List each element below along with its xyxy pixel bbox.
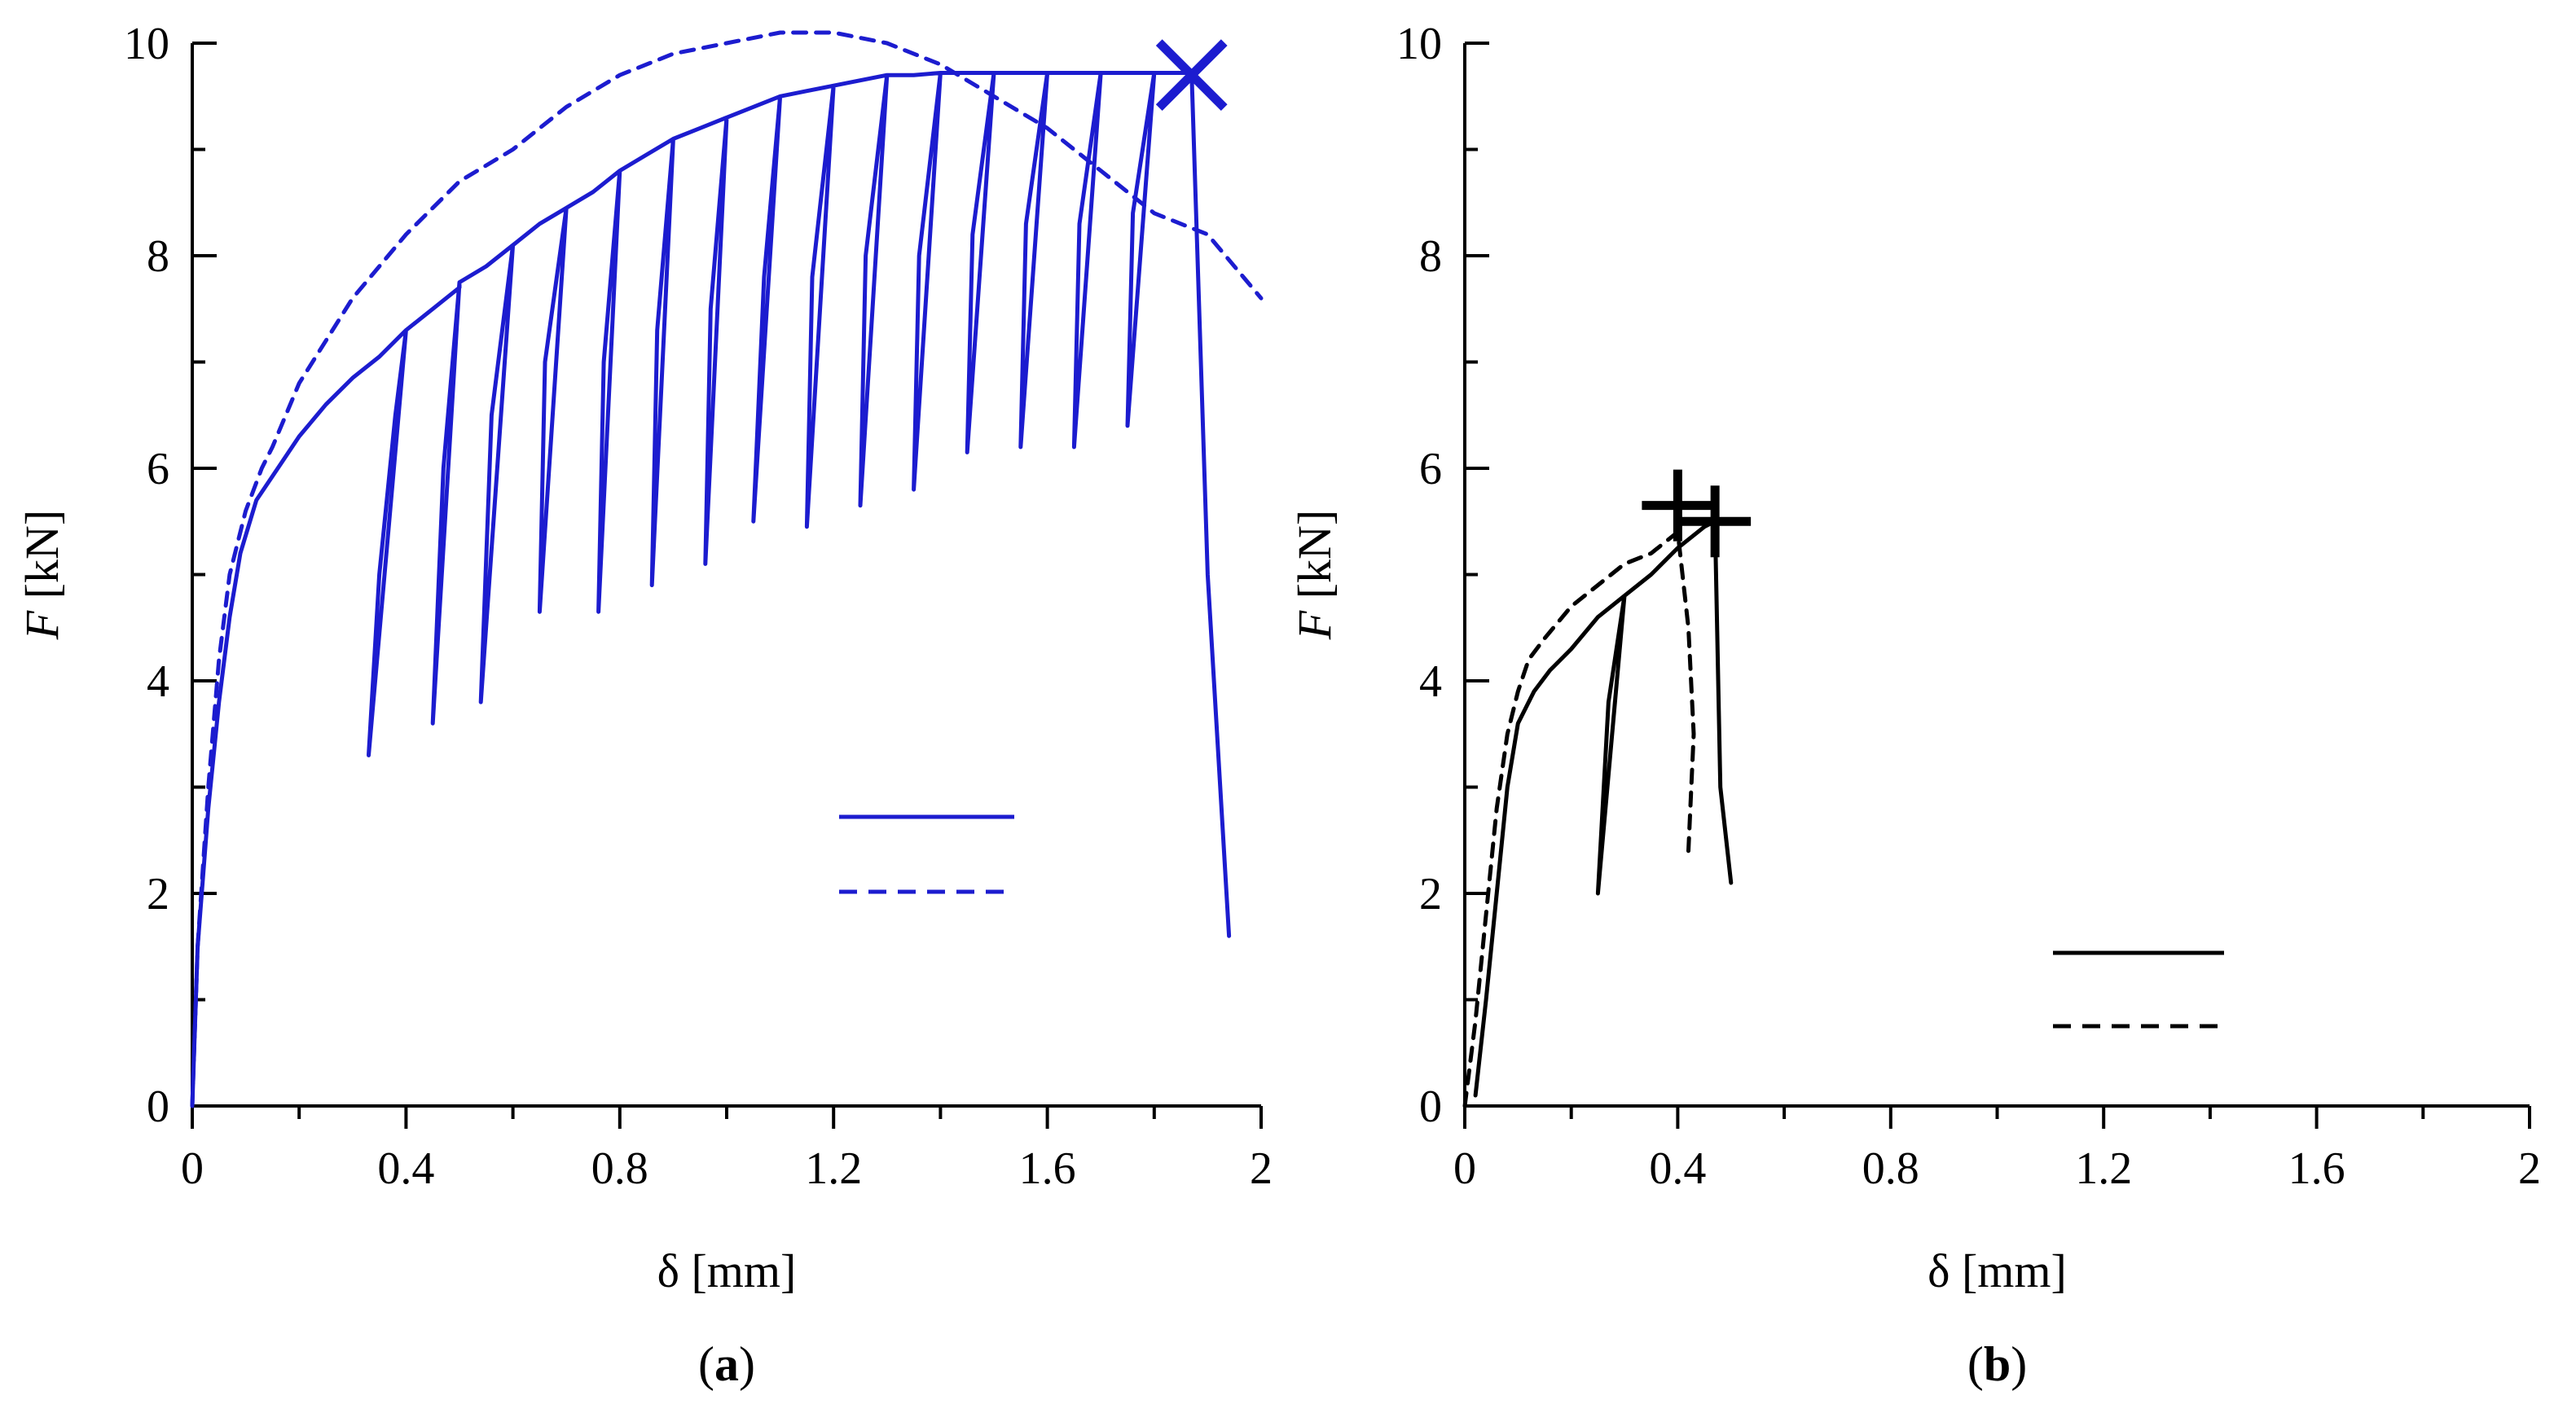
panel-a-series-solid [190, 71, 1232, 1108]
panel-a-y-tick-label: 8 [147, 231, 169, 282]
panel-a-failure-marker [1155, 39, 1228, 112]
panel-a-series-dashed [190, 30, 1264, 1108]
panel-b-y-axis-label-symbol: F [1288, 610, 1341, 640]
panel-b-chart: 0 0.4 0.8 1.2 1.6 2 0 2 4 6 8 10 δ [mm] F [kN] (b) [1288, 19, 2541, 1391]
panel-b-y-tick-label: 6 [1419, 444, 1442, 494]
panel-a-y-tick-label: 6 [147, 444, 169, 494]
panel-b-x-tick-label: 0 [1453, 1143, 1476, 1194]
panel-b-y-tick-label: 4 [1419, 656, 1442, 707]
panel-a-x-tick-label: 0 [181, 1143, 204, 1194]
panel-b-y-tick-label: 10 [1396, 19, 1442, 69]
panel-a-y-tick-label: 2 [147, 869, 169, 919]
panel-b-y-tick-label: 0 [1419, 1082, 1442, 1132]
panel-a-chart: 0 0.4 0.8 1.2 1.6 2 0 2 4 6 8 10 δ [mm] F [kN] (a) [15, 19, 1273, 1391]
panel-b-y-axis-label: F [kN] [1288, 510, 1341, 640]
panel-a-y-tick-label: 10 [124, 19, 169, 69]
panel-b-x-tick-label: 1.2 [2075, 1143, 2132, 1194]
panel-a-x-tick-label: 0.4 [377, 1143, 434, 1194]
panel-a-x-axis-label: δ [mm] [657, 1244, 797, 1297]
panel-a-x-tick-label: 1.2 [805, 1143, 862, 1194]
panel-a-y-axis-label-unit: [kN] [15, 510, 68, 611]
panel-b-series-solid [1473, 519, 1734, 1098]
panel-a-y-tick-label: 0 [147, 1082, 169, 1132]
panel-b-y-tick-label: 8 [1419, 231, 1442, 282]
panel-b-x-axis-label: δ [mm] [1928, 1244, 2067, 1297]
panel-b-x-tick-label: 1.6 [2288, 1143, 2345, 1194]
panel-a-x-tick-label: 1.6 [1019, 1143, 1076, 1194]
panel-b-y-tick-label: 2 [1419, 869, 1442, 919]
panel-b-y-axis-label-unit: [kN] [1288, 510, 1341, 611]
panel-b-series-dashed [1462, 529, 1696, 1108]
panel-a-y-tick-label: 4 [147, 656, 169, 707]
panel-a-label: (a) [698, 1337, 755, 1391]
panel-b-x-tick-label: 0.8 [1862, 1143, 1919, 1194]
panel-a-x-tick-label: 2 [1250, 1143, 1273, 1194]
panel-a-x-tick-label: 0.8 [591, 1143, 648, 1194]
panel-b-x-tick-label: 2 [2518, 1143, 2541, 1194]
panel-b-label: (b) [1967, 1337, 2027, 1391]
panel-b-x-tick-label: 0.4 [1649, 1143, 1706, 1194]
panel-a-y-axis-label-symbol: F [15, 610, 68, 640]
panel-a-y-axis-label: F [kN] [15, 510, 68, 640]
